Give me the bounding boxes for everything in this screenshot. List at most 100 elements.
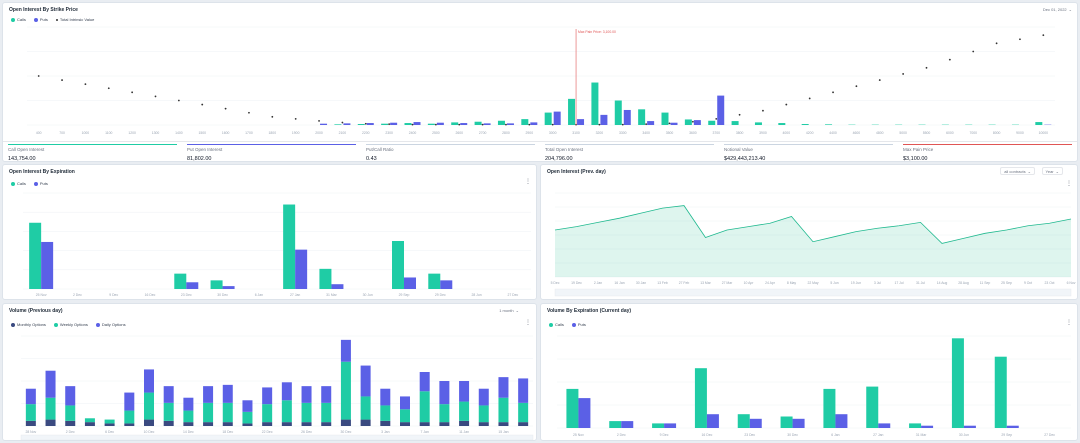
strike-tick-label: 2500	[432, 131, 440, 135]
put-bar	[835, 414, 848, 428]
range-select[interactable]: 1 month ⌄	[499, 307, 519, 313]
volume-bar	[65, 386, 76, 406]
put-bar	[693, 120, 701, 125]
legend-monthly[interactable]: Monthly Options	[11, 322, 46, 327]
volume-bar	[281, 382, 292, 401]
strike-tick-label: 1700	[245, 131, 253, 135]
volume-tick-label: 2 Dec	[66, 430, 75, 434]
call-bar	[694, 368, 707, 428]
strike-tick-label: 1800	[269, 131, 277, 135]
volume-bar	[183, 422, 194, 426]
volume-tick-label: 26 Dec	[301, 430, 312, 434]
volume-bar	[400, 409, 410, 423]
tiv-point	[248, 111, 250, 114]
expiry-tick-label: 2 Dec	[73, 293, 82, 297]
tiv-point	[318, 120, 320, 122]
history-tick-label: 10 Apr	[744, 281, 755, 285]
strike-tick-label: 2200	[362, 131, 370, 135]
legend-calls[interactable]: Calls	[549, 322, 564, 327]
put-bar	[921, 425, 934, 428]
legend-daily[interactable]: Daily Options	[95, 322, 126, 327]
volume-bar	[498, 397, 509, 423]
strike-tick-label: 3400	[642, 131, 650, 135]
put-bar	[792, 418, 805, 428]
strike-tick-label: 5000	[899, 131, 907, 135]
call-bar	[591, 82, 599, 125]
legend-calls[interactable]: Calls	[11, 181, 26, 186]
more-icon[interactable]: ⋮	[1066, 320, 1072, 326]
volume-bar	[439, 422, 450, 426]
volume-legend: Monthly Options Weekly Options Daily Opt…	[11, 322, 126, 327]
volume-bar	[459, 401, 470, 421]
legend-puts[interactable]: Puts	[33, 17, 48, 22]
history-tick-label: 3 Jul	[874, 281, 881, 285]
range-navigator	[554, 288, 1072, 297]
chevron-down-icon: ⌄	[1027, 168, 1031, 174]
tiv-point	[691, 120, 694, 123]
legend-calls[interactable]: Calls	[11, 17, 26, 22]
put-bar	[717, 95, 725, 125]
history-tick-label: 22 May	[807, 281, 818, 285]
history-tick-label: 27 Mar	[722, 281, 733, 285]
more-icon[interactable]: ⋮	[525, 320, 531, 326]
put-bar	[440, 280, 453, 289]
volexp-tick-label: 16 Dec	[702, 433, 713, 437]
put-bar	[1006, 425, 1019, 428]
tiv-point	[621, 123, 624, 126]
volume-bar	[84, 418, 95, 423]
tiv-point	[458, 123, 461, 126]
stat-total-oi: Total Open Interest 204,796.00	[540, 142, 719, 161]
call-bar	[866, 386, 879, 428]
strike-tick-label: 2900	[526, 131, 534, 135]
volume-bar	[144, 392, 154, 420]
history-tick-label: 9 Oct	[1024, 281, 1032, 285]
legend-puts[interactable]: Puts	[33, 181, 48, 186]
stat-max-pain: Max Pain Price $3,100.00	[898, 142, 1077, 161]
history-tick-label: 5 Jun	[830, 281, 838, 285]
more-icon[interactable]: ⋮	[1066, 181, 1072, 187]
call-bar	[614, 100, 622, 125]
put-bar	[530, 122, 538, 125]
history-tick-label: 19 Dec	[571, 281, 582, 285]
volume-bar	[518, 402, 529, 423]
tiv-point	[364, 122, 367, 125]
tiv-point	[785, 103, 788, 106]
volexp-tick-label: 27 Jan	[873, 433, 883, 437]
volume-bar	[439, 404, 450, 423]
strike-tick-label: 2700	[479, 131, 487, 135]
volexp-tick-label: 27 Dec	[1044, 433, 1055, 437]
stat-notional: Notional Value $429,443,213.40	[719, 142, 898, 161]
tiv-point	[855, 85, 858, 88]
put-bar	[706, 414, 719, 428]
legend-weekly[interactable]: Weekly Options	[53, 322, 88, 327]
put-bar	[878, 423, 891, 428]
history-tick-label: 11 Sep	[980, 281, 991, 285]
legend-tiv[interactable]: Total Intrinsic Value	[55, 17, 94, 22]
volume-tick-label: 15 Jan	[498, 430, 508, 434]
expiry-tick-label: 29 Dec	[435, 293, 446, 297]
stat-pc-ratio: Put/Call Ratio 0.43	[361, 142, 540, 161]
tiv-point	[224, 107, 227, 110]
call-bar	[823, 388, 836, 428]
range-navigator	[20, 434, 534, 440]
tiv-point	[154, 95, 157, 98]
put-bar	[621, 421, 634, 428]
contracts-select[interactable]: all contracts ⌄	[1000, 167, 1035, 175]
date-picker[interactable]: Dec 01, 2022 ⌄	[1040, 5, 1075, 13]
volume-tick-label: 10 Dec	[144, 430, 155, 434]
monthly-dot-icon	[11, 322, 15, 327]
history-tick-label: 13 Mar	[700, 281, 711, 285]
strike-tick-label: 1300	[152, 131, 160, 135]
period-select[interactable]: Year ⌄	[1041, 167, 1063, 175]
strike-legend: Calls Puts Total Intrinsic Value	[11, 17, 94, 22]
more-icon[interactable]: ⋮	[525, 179, 531, 185]
volexp-tick-label: 29 Sep	[1001, 433, 1012, 437]
put-bar	[222, 286, 235, 289]
call-bar	[737, 414, 750, 428]
volume-bar	[321, 402, 332, 423]
expiry-panel-title: Open Interest By Expiration	[9, 169, 75, 175]
legend-puts[interactable]: Puts	[571, 322, 586, 327]
put-bar	[963, 425, 976, 428]
oi-area	[555, 205, 1071, 277]
call-bar	[319, 268, 332, 289]
